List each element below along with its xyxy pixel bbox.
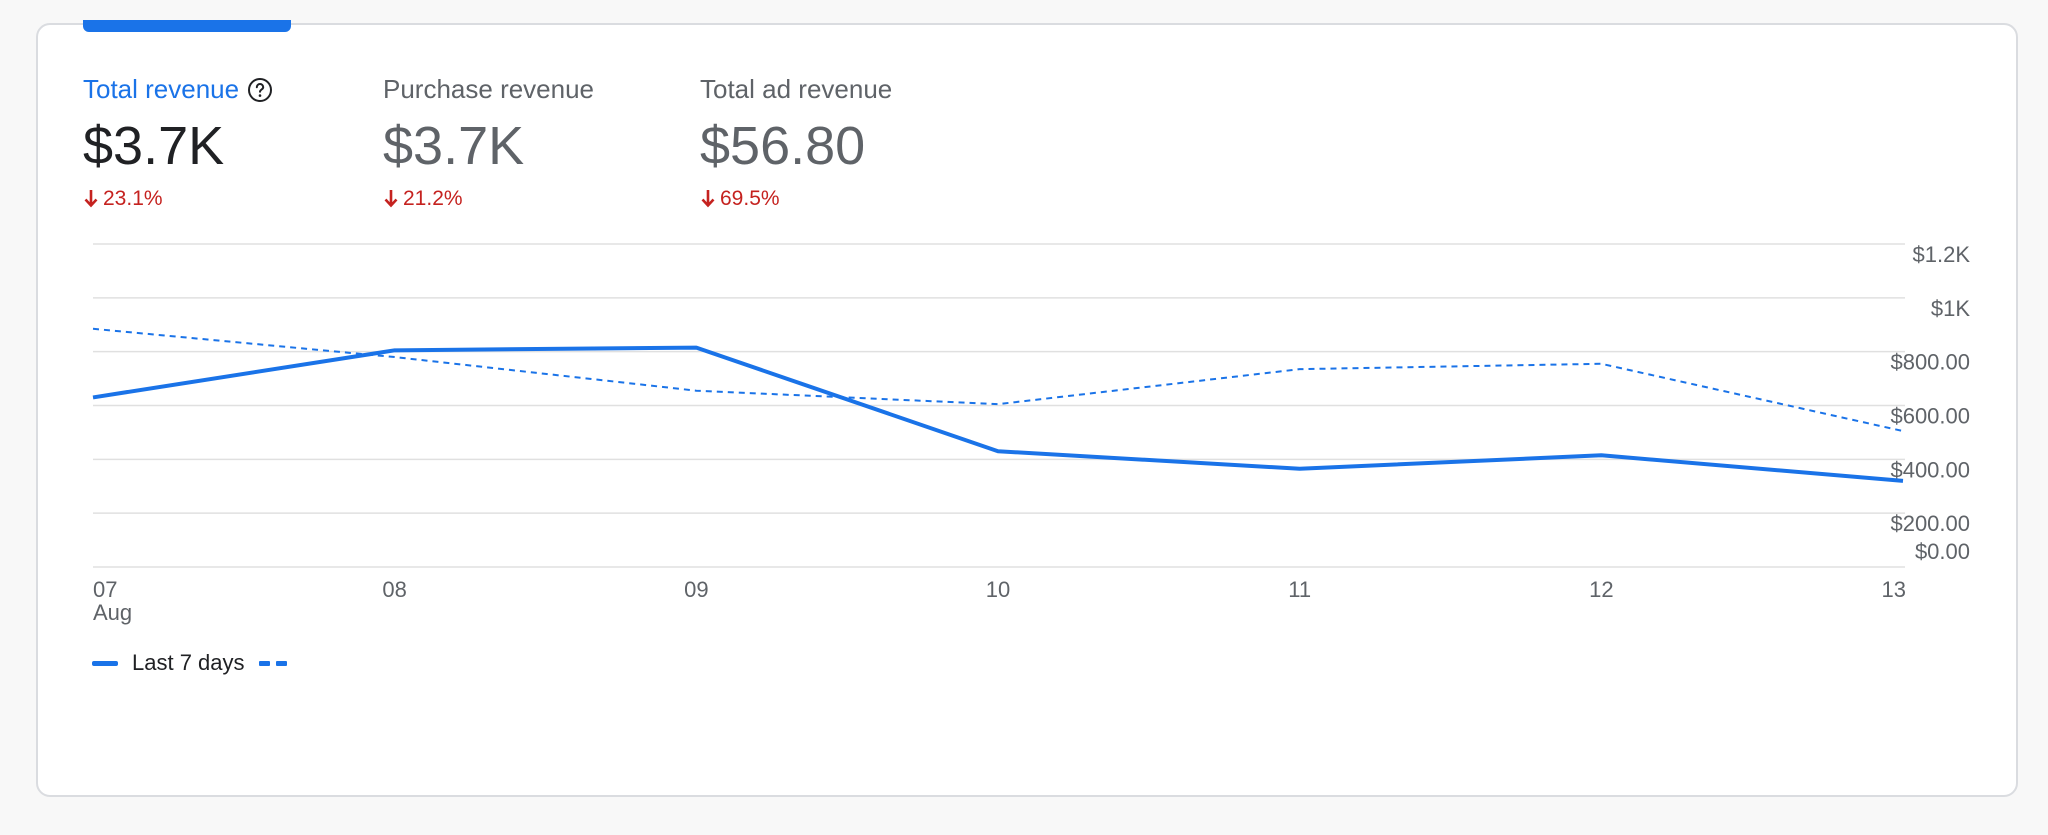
- y-tick-label: $1K: [1931, 296, 1970, 321]
- series-line-dashed: [92, 327, 1904, 433]
- x-tick-sublabel: Aug: [93, 600, 132, 625]
- legend-solid-line-swatch: [92, 660, 118, 666]
- metric-purchase-revenue-label[interactable]: Purchase revenue: [383, 74, 594, 105]
- y-tick-label: $600.00: [1890, 404, 1970, 429]
- x-tick-label: 08: [382, 577, 406, 602]
- metric-total-ad-revenue-label-text: Total ad revenue: [700, 74, 893, 104]
- metric-total-ad-revenue-delta-text: 69.5%: [720, 187, 780, 210]
- x-tick-label: 10: [986, 577, 1010, 602]
- y-tick-label: $0.00: [1915, 539, 1970, 564]
- series-line-solid: [92, 345, 1904, 483]
- metric-purchase-revenue[interactable]: Purchase revenue $3.7K 21.2%: [383, 74, 594, 211]
- help-circle-icon[interactable]: [247, 77, 273, 103]
- y-tick-label: $800.00: [1890, 350, 1970, 375]
- metric-purchase-revenue-value: $3.7K: [383, 116, 525, 176]
- revenue-card: [36, 23, 2018, 797]
- y-tick-label: $400.00: [1890, 457, 1970, 482]
- y-tick-label: $200.00: [1890, 511, 1970, 536]
- metric-total-ad-revenue-label[interactable]: Total ad revenue: [700, 74, 892, 105]
- metric-purchase-revenue-delta-text: 21.2%: [403, 187, 463, 210]
- x-tick-label: 11: [1288, 577, 1311, 602]
- arrow-down-icon: [84, 190, 98, 208]
- metric-total-ad-revenue-value: $56.80: [700, 116, 866, 176]
- selected-tab-indicator: [83, 20, 291, 32]
- metric-purchase-revenue-label-text: Purchase revenue: [383, 74, 595, 104]
- arrow-down-icon: [701, 190, 715, 208]
- metric-total-ad-revenue[interactable]: Total ad revenue $56.80 69.5%: [700, 74, 892, 211]
- x-tick-label: 13: [1882, 577, 1906, 602]
- metric-total-revenue-label[interactable]: Total revenue: [83, 74, 273, 105]
- metric-total-revenue[interactable]: Total revenue $3.7K 23.1%: [83, 74, 273, 211]
- metric-total-revenue-value: $3.7K: [83, 116, 225, 176]
- legend-current-label: Last 7 days: [132, 650, 245, 675]
- metric-total-revenue-delta: 23.1%: [83, 187, 273, 211]
- arrow-down-icon: [384, 190, 398, 208]
- metric-total-revenue-label-text: Total revenue: [83, 74, 240, 104]
- x-tick-label: 07: [93, 577, 117, 602]
- x-tick-label: 09: [684, 577, 708, 602]
- metric-total-revenue-delta-text: 23.1%: [103, 187, 163, 210]
- x-tick-label: 12: [1589, 577, 1613, 602]
- metric-purchase-revenue-delta: 21.2%: [383, 187, 594, 211]
- y-tick-label: $1.2K: [1913, 242, 1971, 267]
- legend-dashed-line-swatch: [258, 660, 287, 666]
- chart-legend: Last 7 days: [92, 650, 301, 676]
- metric-total-ad-revenue-delta: 69.5%: [700, 187, 892, 211]
